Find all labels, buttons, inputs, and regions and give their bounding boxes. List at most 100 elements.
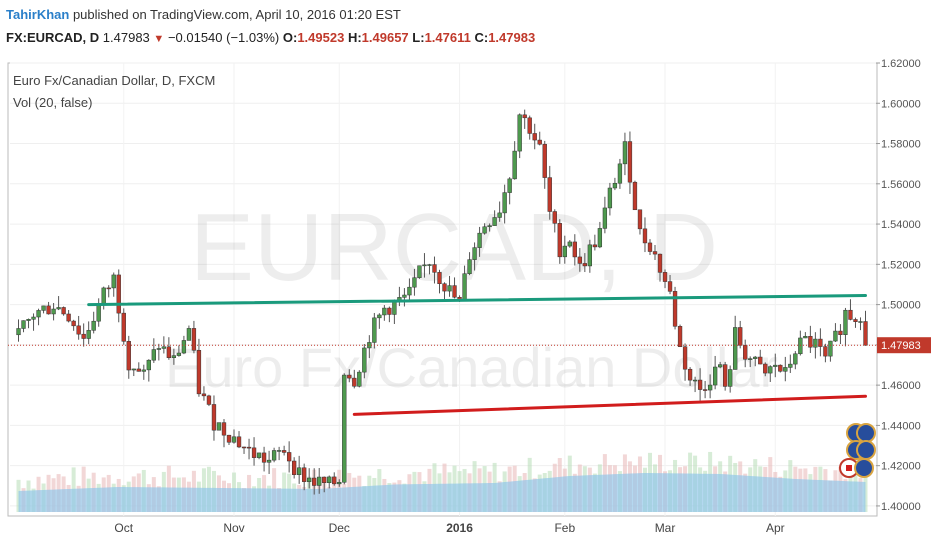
candle-body bbox=[587, 244, 593, 267]
candle-body bbox=[312, 477, 317, 486]
candle-body bbox=[347, 374, 352, 379]
candle-body bbox=[342, 374, 347, 483]
candle-body bbox=[778, 364, 783, 372]
candle-body bbox=[467, 259, 472, 274]
candle-body bbox=[156, 348, 161, 350]
candle-body bbox=[136, 368, 141, 372]
y-tick-label: 1.40000 bbox=[881, 501, 921, 513]
author-link[interactable]: TahirKhan bbox=[6, 7, 70, 22]
candle-body bbox=[332, 476, 337, 485]
candle-body bbox=[26, 319, 31, 321]
candle-body bbox=[677, 326, 683, 347]
candle-body bbox=[572, 241, 577, 258]
candle-body bbox=[206, 395, 212, 405]
candle-body bbox=[532, 133, 537, 141]
candle-body bbox=[116, 274, 121, 314]
chart-area[interactable]: EURCAD, D Euro Fx/Canadian Dollar 1.6200… bbox=[0, 52, 932, 550]
candle-body bbox=[622, 141, 628, 165]
candle-body bbox=[527, 117, 532, 134]
candle-body bbox=[357, 371, 362, 387]
candle-body bbox=[808, 336, 813, 348]
candle-body bbox=[712, 366, 718, 386]
x-tick-label: Mar bbox=[655, 521, 676, 535]
candle-body bbox=[607, 187, 613, 209]
candle-body bbox=[417, 265, 422, 278]
candle-body bbox=[753, 356, 758, 359]
candle-body bbox=[327, 476, 332, 483]
eu-flag-icon[interactable] bbox=[856, 440, 876, 460]
candle-body bbox=[276, 450, 282, 452]
candle-body bbox=[858, 321, 863, 323]
low-label: L: bbox=[412, 30, 425, 45]
price-change: −0.01540 (−1.03%) bbox=[167, 30, 280, 45]
candle-body bbox=[126, 341, 131, 371]
candle-body bbox=[352, 377, 357, 387]
candle-body bbox=[317, 476, 322, 486]
candle-body bbox=[497, 212, 502, 218]
candle-body bbox=[131, 368, 136, 371]
candle-body bbox=[662, 272, 668, 282]
candle-body bbox=[542, 143, 547, 178]
watermark-name: Euro Fx/Canadian Dollar bbox=[165, 336, 778, 399]
candle-body bbox=[768, 366, 773, 374]
candle-body bbox=[788, 363, 793, 368]
candle-body bbox=[833, 330, 838, 342]
candle-body bbox=[51, 308, 56, 315]
candle-body bbox=[803, 336, 808, 339]
x-axis: Oct Nov Dec 2016 Feb Mar Apr bbox=[114, 521, 784, 535]
candle-body bbox=[151, 349, 156, 361]
candle-body bbox=[362, 347, 367, 373]
open-label: O: bbox=[282, 30, 298, 45]
candle-body bbox=[657, 253, 663, 273]
candle-body bbox=[823, 346, 828, 357]
candle-body bbox=[61, 307, 66, 315]
candle-body bbox=[161, 346, 167, 349]
candle-body bbox=[337, 482, 342, 485]
candle-body bbox=[236, 436, 242, 448]
candle-body bbox=[818, 338, 823, 347]
candle-body bbox=[377, 314, 382, 319]
published-text: published on TradingView.com, April 10, … bbox=[72, 7, 401, 22]
y-axis: 1.62000 1.60000 1.58000 1.56000 1.54000 1.520… bbox=[876, 58, 921, 513]
y-tick-label: 1.60000 bbox=[881, 98, 921, 110]
candle-body bbox=[447, 285, 452, 292]
x-tick-label: Apr bbox=[766, 521, 785, 535]
eu-flag-icon[interactable] bbox=[854, 458, 874, 478]
candle-body bbox=[231, 436, 237, 443]
candle-body bbox=[111, 274, 116, 289]
symbol-label: FX:EURCAD, D bbox=[6, 30, 100, 45]
y-tick-label: 1.54000 bbox=[881, 219, 921, 231]
y-tick-label: 1.46000 bbox=[881, 380, 921, 392]
candle-body bbox=[557, 223, 562, 258]
y-tick-label: 1.50000 bbox=[881, 300, 921, 312]
candle-body bbox=[682, 346, 688, 370]
price-chart[interactable]: EURCAD, D Euro Fx/Canadian Dollar 1.6200… bbox=[0, 52, 932, 550]
candle-body bbox=[783, 367, 788, 372]
candle-body bbox=[286, 452, 292, 462]
candle-body bbox=[96, 303, 101, 322]
candle-body bbox=[442, 283, 447, 292]
candle-body bbox=[738, 327, 743, 346]
candle-body bbox=[627, 141, 633, 183]
candle-body bbox=[16, 328, 21, 336]
candle-body bbox=[141, 369, 146, 372]
candle-body bbox=[672, 291, 678, 327]
eu-flag-icon[interactable] bbox=[856, 423, 876, 443]
published-line: TahirKhan published on TradingView.com, … bbox=[6, 7, 401, 22]
candle-body bbox=[221, 422, 227, 436]
open-value: 1.49523 bbox=[297, 30, 345, 45]
event-markers[interactable] bbox=[839, 423, 876, 478]
candle-body bbox=[642, 228, 648, 244]
candle-body bbox=[71, 320, 76, 327]
watermark-ticker: EURCAD, D bbox=[190, 194, 718, 301]
candle-body bbox=[211, 404, 217, 431]
candle-body bbox=[763, 363, 768, 374]
candle-body bbox=[522, 114, 527, 119]
legend-main: Euro Fx/Canadian Dollar, D, FXCM bbox=[13, 73, 215, 88]
candle-body bbox=[773, 364, 778, 367]
candle-body bbox=[602, 207, 608, 229]
candle-body bbox=[297, 467, 302, 475]
candle-body bbox=[382, 307, 387, 316]
close-label: C: bbox=[474, 30, 489, 45]
y-tick-label: 1.56000 bbox=[881, 179, 921, 191]
